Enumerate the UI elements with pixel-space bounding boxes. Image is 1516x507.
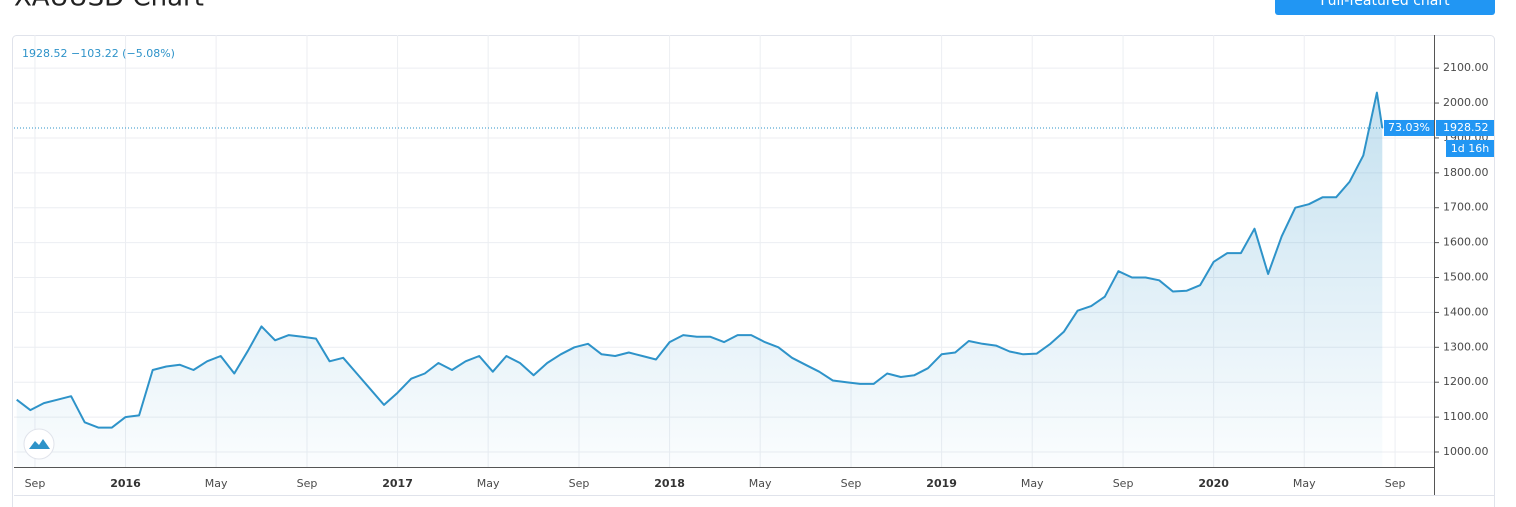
x-tick-label: 2017 xyxy=(382,477,413,490)
y-tick-label: 2000.00 xyxy=(1443,96,1489,109)
x-tick-label: Sep xyxy=(569,477,590,490)
x-tick-label: May xyxy=(749,477,772,490)
plot xyxy=(14,91,1384,467)
countdown-tag xyxy=(1446,139,1494,157)
full-chart-button[interactable] xyxy=(1275,0,1495,15)
change-tag xyxy=(1384,119,1434,136)
button-label[interactable]: Full-featured chart xyxy=(1320,0,1450,9)
labels: 1000.00 1100.00 1200.00 1300.00 1400.00 1500.… xyxy=(25,61,1494,490)
logo-icon xyxy=(29,439,50,449)
page-title: XAUUSD Chart xyxy=(14,0,204,13)
x-tick-label: Sep xyxy=(297,477,318,490)
x-tick-label: Sep xyxy=(1385,477,1406,490)
x-tick-label: 2016 xyxy=(110,477,141,490)
x-tick-label: May xyxy=(205,477,228,490)
x-tick-label: Sep xyxy=(841,477,862,490)
y-tick-label: 1400.00 xyxy=(1443,305,1489,318)
x-tick-label: 2020 xyxy=(1198,477,1229,490)
x-tick-label: May xyxy=(1021,477,1044,490)
legend-text: 1928.52 −103.22 (−5.08%) xyxy=(22,47,175,60)
logo[interactable] xyxy=(23,428,55,460)
area xyxy=(16,92,1383,467)
countdown-label: 1d 16h xyxy=(1451,142,1489,155)
y-tick-label: 1000.00 xyxy=(1443,445,1489,458)
price-tag xyxy=(1436,119,1494,136)
price-line xyxy=(16,91,1384,429)
y-tick-label: 1100.00 xyxy=(1443,410,1489,423)
price-tag-label: 1928.52 xyxy=(1443,121,1489,134)
x-tick-label: May xyxy=(1293,477,1316,490)
y-tick-label: 1800.00 xyxy=(1443,166,1489,179)
y-tick-label: 1600.00 xyxy=(1443,236,1489,249)
x-tick-label: 2019 xyxy=(926,477,957,490)
change-label: 73.03% xyxy=(1388,121,1430,134)
x-tick-label: May xyxy=(477,477,500,490)
x-tick-label: Sep xyxy=(1113,477,1134,490)
x-tick-label: Sep xyxy=(25,477,46,490)
y-tick-label: 1300.00 xyxy=(1443,340,1489,353)
y-tick-label: 1200.00 xyxy=(1443,375,1489,388)
x-tick-label: 2018 xyxy=(654,477,685,490)
chart-frame xyxy=(12,35,1495,507)
y-tick-label: 1500.00 xyxy=(1443,271,1489,284)
y-tick-label: 1700.00 xyxy=(1443,201,1489,214)
y-tick-label: 2100.00 xyxy=(1443,61,1489,74)
